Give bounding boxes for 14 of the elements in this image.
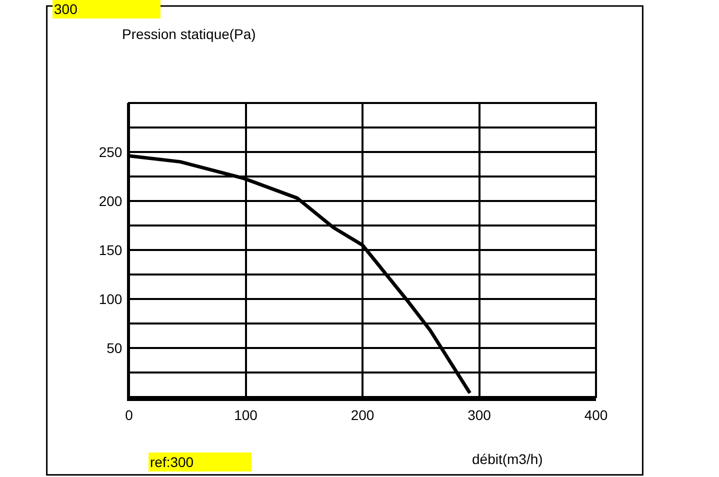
x-tick-label: 0 (125, 406, 134, 423)
x-axis-title: débit(m3/h) (472, 451, 543, 467)
y-tick-label: 200 (98, 192, 122, 209)
y-axis-title: Pression statique(Pa) (122, 26, 256, 42)
x-tick-label: 200 (350, 406, 374, 423)
text: 300 (54, 1, 78, 17)
x-tick-label: 400 (584, 406, 608, 423)
x-tick-label: 300 (468, 406, 492, 423)
y-tick-label: 100 (98, 290, 122, 307)
text: ref:300 (150, 454, 194, 470)
y-tick-label: 150 (98, 242, 122, 258)
y-tick-label: 50 (106, 340, 122, 356)
y-tick-label: 250 (98, 144, 122, 160)
x-tick-label: 100 (234, 406, 258, 423)
